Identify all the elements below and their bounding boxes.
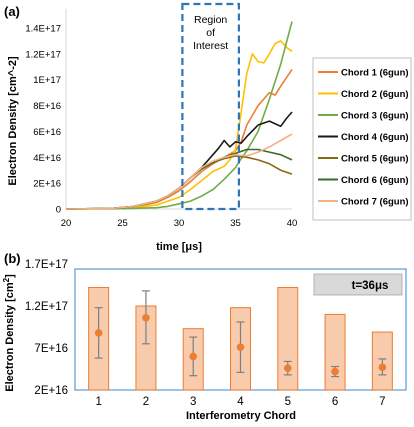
panel-a-y-tick-label: 1.2E+17 [25, 49, 61, 60]
panel-a-y-axis-label: Electron Density [cm^-2] [7, 56, 19, 186]
legend-label-chord-3: Chord 3 (6gun) [341, 111, 409, 122]
point-chord-2 [142, 313, 150, 322]
region-of-interest-text: Region [194, 14, 227, 26]
panel-a-x-tick-label: 20 [61, 218, 72, 229]
point-chord-3 [189, 352, 198, 361]
panel-a-x-tick-label: 25 [117, 218, 128, 229]
panel-a-series [65, 21, 293, 210]
point-chord-1 [94, 329, 103, 337]
region-of-interest-text: Interest [193, 40, 228, 52]
region-of-interest-box [181, 2, 240, 211]
panel-b-y-axis-label-end: ] [4, 274, 16, 278]
panel-a-y-tick-label: 8E+16 [33, 101, 61, 112]
panel-b-y-tick-label: 1.2E+17 [25, 301, 68, 313]
panel-b-x-tick-label: 1 [95, 396, 101, 408]
legend-label-chord-6: Chord 6 (6gun) [341, 175, 409, 186]
panel-a-legend-items: Chord 1 (6gun) Chord 2 (6gun) Chord 3 (6gu… [318, 68, 409, 208]
point-chord-7 [378, 363, 387, 372]
point-chord-4 [236, 343, 245, 351]
panel-b-x-tick-label: 4 [237, 396, 244, 408]
legend-label-chord-7: Chord 7 (6gun) [341, 197, 409, 208]
panel-b-x-axis-label: Interferometry Chord [186, 410, 296, 422]
panel-b-y-tick-label: 1.7E+17 [25, 259, 68, 271]
panel-a-x-tick-label: 35 [230, 218, 241, 229]
panel-a-x-tick-label: 30 [174, 218, 185, 229]
panel-b-y-tick-label: 7E+16 [34, 343, 68, 355]
panel-b-y-axis-label-superscript: 2 [2, 277, 11, 282]
panel-a-y-tick-label: 0 [56, 205, 61, 216]
panel-b-y-axis-label: Electron Density [cm2] [2, 274, 16, 392]
panel-a-y-tick-label: 6E+16 [33, 127, 61, 138]
panel-b-bars [88, 287, 393, 391]
legend-label-chord-1: Chord 1 (6gun) [341, 68, 409, 79]
legend-label-chord-4: Chord 4 (6gun) [341, 132, 409, 143]
region-of-interest-text: of [206, 27, 215, 39]
point-chord-5 [283, 364, 292, 372]
panel-a-x-axis-label: time [μs] [156, 241, 202, 253]
panel-a-label: (a) [4, 4, 20, 19]
panel-b-y-tick-label: 2E+16 [34, 385, 68, 397]
legend-label-chord-2: Chord 2 (6gun) [341, 89, 409, 100]
series-line-chord-3 [65, 21, 293, 210]
panel-a-y-tick-label: 2E+16 [33, 179, 61, 190]
panel-b-x-tick-label: 5 [285, 396, 291, 408]
panel-a-y-ticks: 0 2E+16 4E+16 6E+16 8E+16 1E+17 1.2E+17 1.4E+17 [25, 24, 61, 216]
panel-b-x-tick-label: 7 [379, 396, 385, 408]
panel-a-legend [312, 57, 412, 221]
panel-b-label: (b) [4, 251, 21, 266]
panel-b-x-tick-label: 2 [143, 396, 149, 408]
panel-a-y-tick-label: 1.4E+17 [25, 24, 61, 35]
series-line-chord-6 [65, 148, 293, 210]
time-annotation: t=36μs [352, 280, 389, 292]
panel-a-x-tick-label: 40 [287, 218, 298, 229]
panel-b-y-axis-label-text: Electron Density [cm [4, 282, 16, 392]
panel-b-x-ticks: 1 2 3 4 5 6 7 [95, 396, 385, 408]
time-annotation-box [313, 273, 403, 296]
panel-a-x-ticks: 20 25 30 35 40 [61, 218, 298, 229]
panel-a-y-tick-label: 4E+16 [33, 153, 61, 164]
series-line-chord-5 [65, 155, 293, 210]
panel-b-x-tick-label: 6 [332, 396, 338, 408]
series-line-chord-7 [65, 133, 293, 210]
legend-label-chord-5: Chord 5 (6gun) [341, 154, 409, 165]
bar-chord-5 [277, 287, 299, 391]
bar-chord-6 [324, 313, 346, 391]
point-chord-6 [331, 367, 339, 376]
panel-a-y-tick-label: 1E+17 [33, 75, 61, 86]
panel-b-y-ticks: 2E+16 7E+16 1.2E+17 1.7E+17 [25, 259, 68, 397]
panel-b-x-tick-label: 3 [190, 396, 196, 408]
